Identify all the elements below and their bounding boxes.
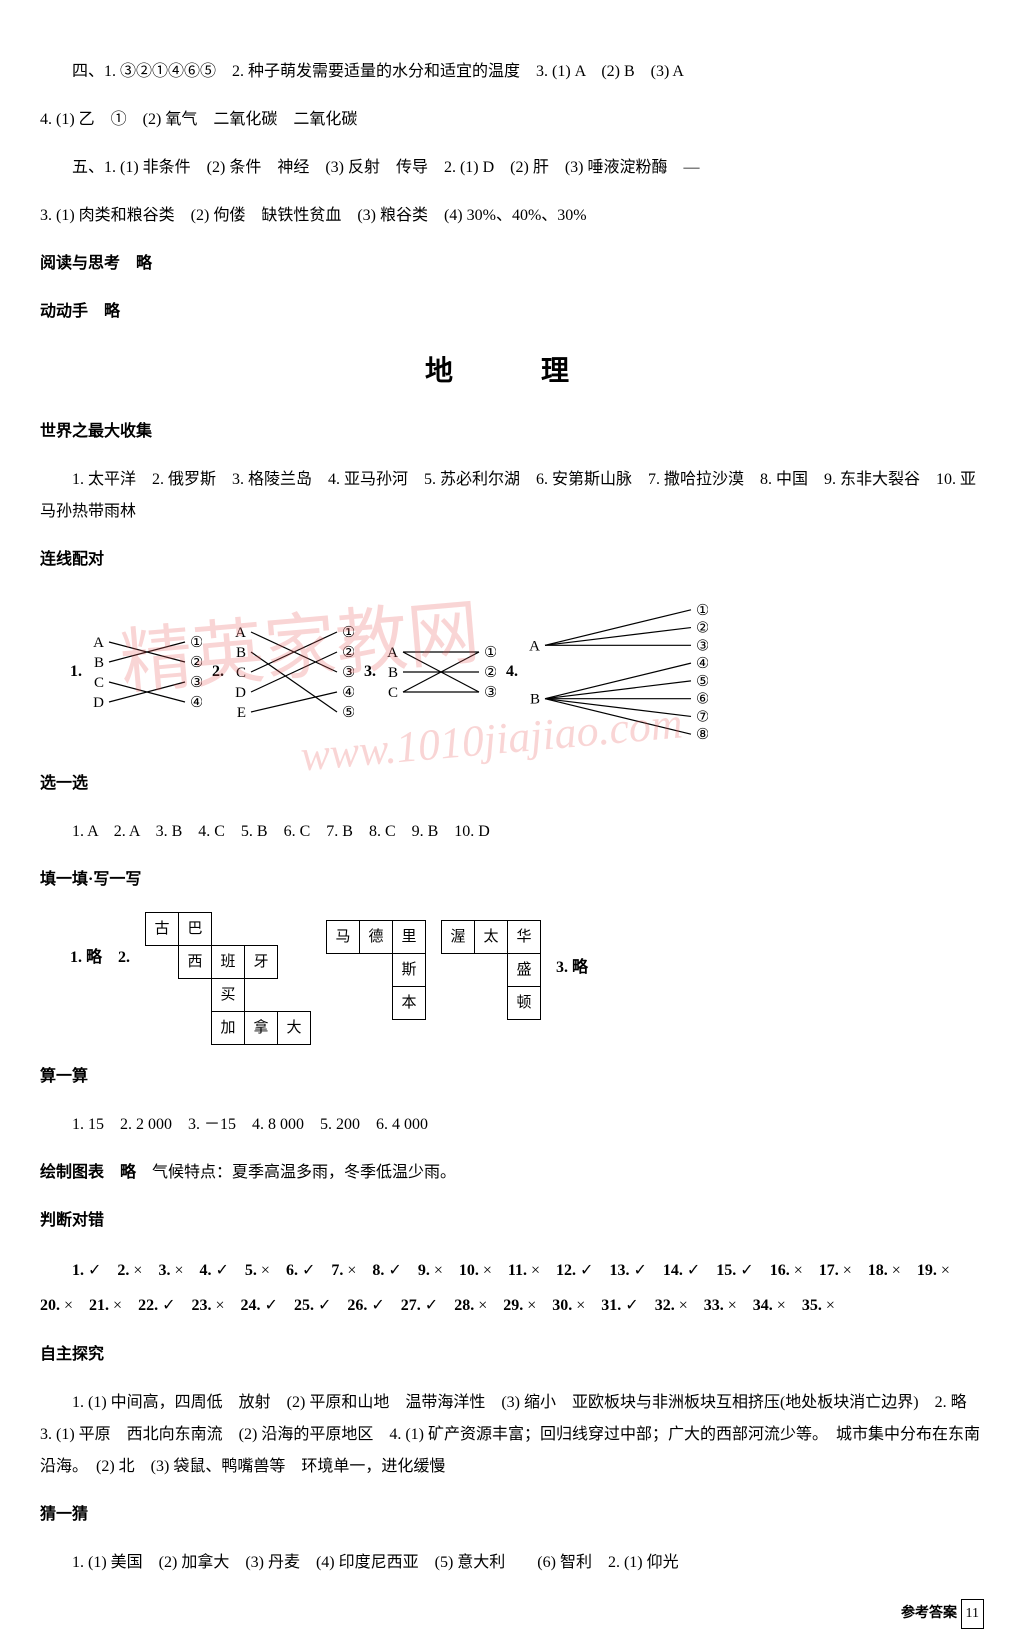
matching-diagram-4: A B ① ②③ ④ ⑤ ⑥⑦ ⑧ <box>528 592 708 752</box>
svg-text:⑤: ⑤ <box>696 674 708 690</box>
text: 动动手 略 <box>40 303 120 320</box>
svg-text:⑦: ⑦ <box>696 709 708 725</box>
svg-text:A: A <box>387 645 398 661</box>
calc-heading: 算一算 <box>40 1061 984 1093</box>
fill-prefix: 1. 略 2. <box>70 912 130 974</box>
matching-heading: 连线配对 <box>40 544 984 576</box>
diag-3-label: 3. <box>364 656 376 688</box>
choose-heading: 选一选 <box>40 768 984 800</box>
svg-text:②: ② <box>696 621 708 637</box>
svg-text:A: A <box>93 635 104 651</box>
svg-text:B: B <box>236 645 246 661</box>
diag-2-label: 2. <box>212 656 224 688</box>
svg-text:③: ③ <box>484 685 496 701</box>
bio-si-line2: 4. (1) 乙 ① (2) 氧气 二氧化碳 二氧化碳 <box>40 104 984 136</box>
svg-text:④: ④ <box>342 685 354 701</box>
matching-diagram-1: ABCD ① ② ③ ④ <box>92 622 202 722</box>
matching-diagram-2: ABCDE ① ② ③ ④ ⑤ <box>234 612 354 732</box>
svg-text:①: ① <box>484 645 496 661</box>
bio-si-line1: 四、1. ③②①④⑥⑤ 2. 种子萌发需要适量的水分和适宜的温度 3. (1) … <box>40 56 984 88</box>
tf-heading: 判断对错 <box>40 1205 984 1237</box>
chart-body: 气候特点：夏季高温多雨，冬季低温少雨。 <box>152 1164 456 1181</box>
svg-text:D: D <box>235 685 246 701</box>
bio-wu-line2: 3. (1) 肉类和粮谷类 (2) 佝偻 缺铁性贫血 (3) 粮谷类 (4) 3… <box>40 200 984 232</box>
bio-yuedu: 阅读与思考 略 <box>40 248 984 280</box>
svg-text:⑥: ⑥ <box>696 692 708 708</box>
explore-heading: 自主探究 <box>40 1339 984 1371</box>
svg-text:①: ① <box>696 603 708 619</box>
svg-text:②: ② <box>190 655 202 671</box>
svg-text:①: ① <box>190 635 202 651</box>
text: 阅读与思考 略 <box>40 255 152 272</box>
svg-text:④: ④ <box>190 695 202 711</box>
svg-text:E: E <box>237 705 246 721</box>
svg-text:③: ③ <box>190 675 202 691</box>
svg-text:③: ③ <box>342 665 354 681</box>
worldmax-body: 1. 太平洋 2. 俄罗斯 3. 格陵兰岛 4. 亚马孙河 5. 苏必利尔湖 6… <box>40 464 984 528</box>
svg-text:⑧: ⑧ <box>696 727 708 743</box>
page-footer: 参考答案 11 <box>40 1599 984 1629</box>
explore-body: 1. (1) 中间高，四周低 放射 (2) 平原和山地 温带海洋性 (3) 缩小… <box>40 1387 984 1483</box>
crossword-2: 马德里斯本 <box>326 912 426 1020</box>
chart-heading: 绘制图表 略 <box>40 1164 136 1181</box>
svg-text:D: D <box>93 695 104 711</box>
svg-text:①: ① <box>342 625 354 641</box>
chart-line: 绘制图表 略 气候特点：夏季高温多雨，冬季低温少雨。 <box>40 1157 984 1189</box>
svg-text:⑤: ⑤ <box>342 705 354 721</box>
matching-diagram-3: ABC ① ② ③ <box>386 632 496 712</box>
crossword-1: 古巴西班牙买加拿大 <box>145 912 311 1045</box>
svg-text:C: C <box>236 665 246 681</box>
svg-text:②: ② <box>484 665 496 681</box>
diag-1-label: 1. <box>70 656 82 688</box>
fill-suffix: 3. 略 <box>556 912 588 984</box>
guess-body: 1. (1) 美国 (2) 加拿大 (3) 丹麦 (4) 印度尼西亚 (5) 意… <box>40 1547 984 1579</box>
bio-wu-line1: 五、1. (1) 非条件 (2) 条件 神经 (3) 反射 传导 2. (1) … <box>40 152 984 184</box>
page-number: 11 <box>961 1599 984 1629</box>
footer-label: 参考答案 <box>901 1606 957 1621</box>
svg-text:C: C <box>94 675 104 691</box>
svg-text:C: C <box>388 685 398 701</box>
text: 3. (1) 肉类和粮谷类 (2) 佝偻 缺铁性贫血 (3) 粮谷类 (4) 3… <box>40 207 587 224</box>
choose-body: 1. A 2. A 3. B 4. C 5. B 6. C 7. B 8. C … <box>40 816 984 848</box>
svg-text:A: A <box>235 625 246 641</box>
matching-diagrams: 1. ABCD①②③④ 2. ABCDE①②③④⑤ 3. ABC①②③ 4. A… <box>70 592 984 752</box>
crossword-row: 1. 略 2. 古巴西班牙买加拿大 马德里斯本 渥太华盛顿 3. 略 <box>70 912 984 1045</box>
svg-text:④: ④ <box>696 656 708 672</box>
text: 五、1. (1) 非条件 (2) 条件 神经 (3) 反射 传导 2. (1) … <box>72 159 700 176</box>
svg-text:③: ③ <box>696 638 708 654</box>
tf-block: 1. ✓ 2. × 3. × 4. ✓ 5. × 6. ✓ 7. × 8. ✓ … <box>40 1253 984 1323</box>
worldmax-heading: 世界之最大收集 <box>40 416 984 448</box>
svg-text:B: B <box>94 655 104 671</box>
geo-title: 地 理 <box>40 344 984 400</box>
guess-heading: 猜一猜 <box>40 1499 984 1531</box>
text: 4. (1) 乙 ① (2) 氧气 二氧化碳 二氧化碳 <box>40 111 357 128</box>
svg-text:B: B <box>530 692 540 708</box>
crossword-3: 渥太华盛顿 <box>441 912 541 1020</box>
bio-dongdong: 动动手 略 <box>40 296 984 328</box>
text: 四、1. ③②①④⑥⑤ 2. 种子萌发需要适量的水分和适宜的温度 3. (1) … <box>72 63 684 80</box>
svg-text:A: A <box>529 638 540 654</box>
calc-body: 1. 15 2. 2 000 3. －15 4. 8 000 5. 200 6.… <box>40 1109 984 1141</box>
svg-text:B: B <box>388 665 398 681</box>
diag-4-label: 4. <box>506 656 518 688</box>
svg-text:②: ② <box>342 645 354 661</box>
fill-heading: 填一填·写一写 <box>40 864 984 896</box>
